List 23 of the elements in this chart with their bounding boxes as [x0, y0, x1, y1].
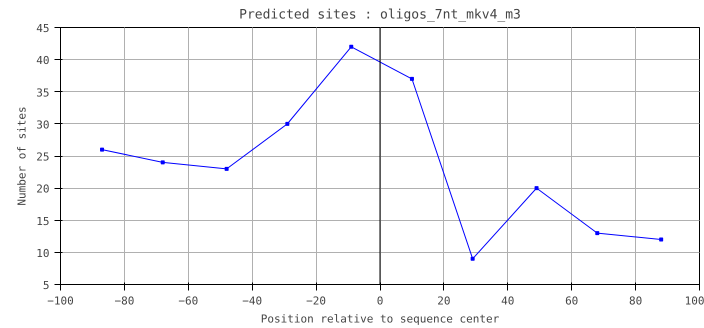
- x-tick-label: 80: [628, 294, 642, 308]
- x-axis-title: Position relative to sequence center: [260, 312, 500, 326]
- chart-title: Predicted sites : oligos_7nt_mkv4_m3: [239, 8, 521, 22]
- y-tick-label: 15: [36, 214, 50, 228]
- x-tick-label: 40: [501, 294, 514, 308]
- x-tick-label: 60: [565, 294, 578, 308]
- y-tick-label: 40: [36, 54, 50, 68]
- x-tick-label: −80: [114, 294, 134, 308]
- y-tick-label: 10: [36, 246, 50, 260]
- y-tick-label: 45: [36, 22, 50, 35]
- x-tick-label: 0: [376, 294, 384, 308]
- x-tick-label: −100: [47, 294, 74, 308]
- y-tick-label: 25: [36, 150, 50, 164]
- x-tick-label: −60: [178, 294, 198, 308]
- y-tick-label: 35: [36, 86, 50, 100]
- y-axis-title: Number of sites: [15, 106, 28, 206]
- x-tick-label: −20: [306, 294, 326, 308]
- x-tick-label: 20: [437, 294, 451, 308]
- x-tick-label: −40: [242, 294, 262, 308]
- y-tick-label: 20: [36, 182, 50, 196]
- y-tick-label: 5: [42, 279, 50, 292]
- x-tick-label: 100: [684, 294, 704, 308]
- y-tick-label: 30: [36, 118, 50, 132]
